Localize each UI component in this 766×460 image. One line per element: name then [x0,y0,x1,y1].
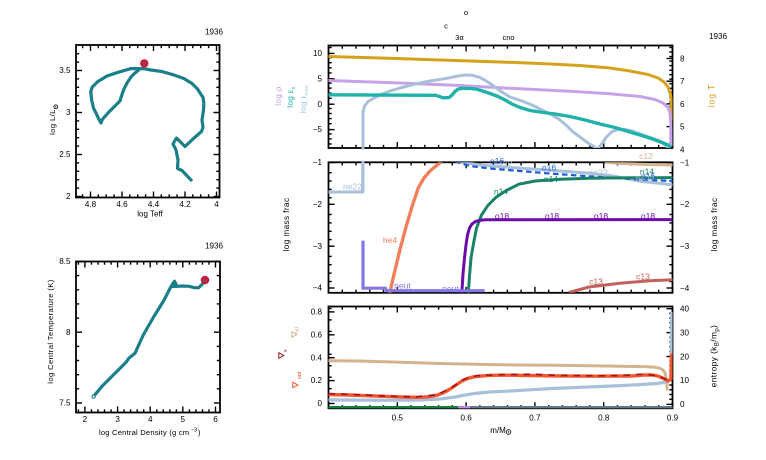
svg-text:c13: c13 [589,277,603,287]
svg-text:m/M: m/M [490,426,506,435]
svg-text:o16: o16 [542,163,557,173]
svg-text:4.8: 4.8 [85,200,97,209]
svg-text:−3: −3 [313,242,323,251]
svg-text:5: 5 [317,74,322,83]
svg-text:entropy (kB/mp): entropy (kB/mp) [709,325,721,388]
svg-text:o18: o18 [641,211,656,221]
svg-text:o16: o16 [641,171,656,181]
svg-text:0.4: 0.4 [311,353,323,362]
svg-text:8.5: 8.5 [59,257,71,266]
svg-text:−1: −1 [313,158,323,167]
svg-text:7: 7 [680,77,685,86]
svg-text:10: 10 [680,376,690,385]
svg-text:1936: 1936 [205,242,224,251]
svg-text:0.6: 0.6 [311,330,323,339]
svg-text:−1: −1 [680,158,690,167]
svg-text:4.4: 4.4 [148,200,160,209]
svg-text:log εν: log εν [286,86,297,107]
svg-text:3.5: 3.5 [59,66,71,75]
svg-text:log Central Density (g cm: log Central Density (g cm [99,428,189,437]
svg-text:log Central Temperature (K): log Central Temperature (K) [46,279,55,383]
svg-text:he4: he4 [383,235,398,245]
svg-text:−5: −5 [313,125,323,134]
svg-text:n14: n14 [494,187,509,197]
svg-text:4.6: 4.6 [116,200,128,209]
svg-text:0.8: 0.8 [311,308,323,317]
svg-text:4.2: 4.2 [179,200,191,209]
svg-text:ne22: ne22 [343,181,362,191]
svg-text:c: c [444,22,448,31]
svg-text:30: 30 [680,328,690,337]
svg-text:o18: o18 [495,211,510,221]
svg-text:2: 2 [66,192,71,201]
svg-text:5: 5 [181,415,186,424]
svg-text:40: 40 [680,305,690,314]
svg-text:c12: c12 [639,151,653,161]
svg-text:−4: −4 [313,284,323,293]
svg-text:0.2: 0.2 [311,376,323,385]
svg-text:0: 0 [317,399,322,408]
svg-text:−2: −2 [313,200,323,209]
svg-text:6: 6 [213,415,218,424]
svg-text:log mass frac: log mass frac [710,198,719,252]
svg-text:0: 0 [680,400,685,409]
svg-text:6: 6 [680,100,685,109]
svg-text:7.5: 7.5 [59,399,71,408]
svg-text:neut: neut [394,281,411,291]
svg-text:ne22: ne22 [588,168,607,178]
svg-text:0.8: 0.8 [598,414,610,423]
svg-text:−2: −2 [680,200,690,209]
svg-text:−3: −3 [191,428,197,434]
svg-text:8: 8 [680,55,685,64]
svg-text:ad: ad [295,327,301,333]
svg-text:ne22: ne22 [635,174,654,184]
svg-text:0.7: 0.7 [529,414,541,423]
svg-text:20: 20 [680,352,690,361]
svg-text:3α: 3α [455,33,464,42]
svg-text:5: 5 [680,123,685,132]
svg-text:3: 3 [66,108,71,117]
svg-text:c13: c13 [636,272,650,282]
svg-text:0.5: 0.5 [392,414,404,423]
svg-text:log ρ: log ρ [274,86,283,105]
svg-text:8: 8 [66,328,71,337]
svg-text:1936: 1936 [205,28,224,37]
svg-text:10: 10 [313,49,323,58]
svg-text:rad: rad [297,372,303,380]
svg-text:0.6: 0.6 [460,414,472,423]
svg-text:0: 0 [317,100,322,109]
svg-text:n14: n14 [640,167,655,177]
svg-text:n14: n14 [544,174,559,184]
svg-text:ne22: ne22 [493,159,512,169]
svg-text:o16: o16 [490,156,505,166]
svg-text:log T: log T [707,84,717,107]
svg-text:log εnuc: log εnuc [299,85,310,113]
svg-text:4: 4 [214,200,219,209]
svg-text:o: o [464,8,468,17]
svg-text:o18: o18 [545,211,560,221]
svg-text:cno: cno [502,33,514,42]
svg-text:−3: −3 [680,242,690,251]
svg-text:2: 2 [83,415,88,424]
svg-text:*: * [284,348,287,357]
svg-text:−4: −4 [680,284,690,293]
svg-text:3: 3 [115,415,120,424]
svg-text:log mass frac: log mass frac [282,198,291,252]
svg-text:log Teff: log Teff [137,210,163,219]
svg-text:2.5: 2.5 [59,150,71,159]
svg-text:neut: neut [442,284,459,294]
svg-text:log L/L: log L/L [48,109,57,135]
svg-text:): ) [198,428,201,437]
svg-text:o18: o18 [594,211,609,221]
svg-text:1936: 1936 [709,32,728,41]
svg-text:4: 4 [148,415,153,424]
svg-text:0.9: 0.9 [667,414,679,423]
svg-text:4: 4 [680,145,685,154]
